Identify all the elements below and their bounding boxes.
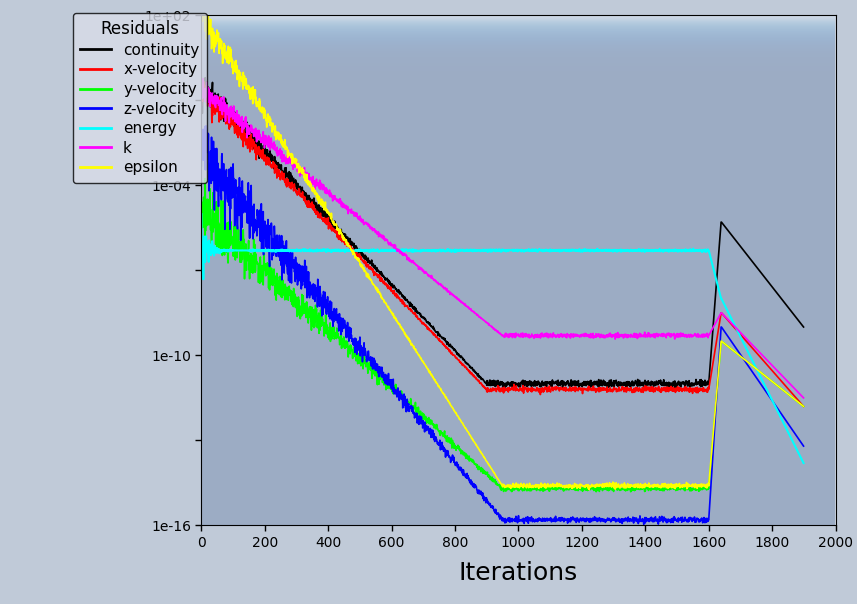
z-velocity: [435, 446, 446, 454]
continuity: [282, 171, 292, 178]
y-velocity: [435, 427, 446, 434]
y-velocity: [200, 175, 210, 182]
z-velocity: [196, 162, 207, 170]
continuity: [799, 323, 809, 330]
continuity: [196, 82, 207, 89]
Line: k: k: [201, 79, 804, 398]
continuity: [225, 111, 236, 118]
Line: energy: energy: [201, 214, 804, 463]
x-velocity: [225, 123, 236, 130]
y-velocity: [225, 242, 236, 249]
Line: continuity: continuity: [201, 78, 804, 388]
epsilon: [196, 13, 207, 21]
energy: [336, 247, 346, 254]
x-velocity: [337, 233, 347, 240]
epsilon: [799, 403, 809, 410]
epsilon: [332, 226, 342, 233]
Line: z-velocity: z-velocity: [201, 126, 804, 524]
k: [282, 155, 292, 162]
x-velocity: [799, 403, 809, 410]
y-velocity: [799, 403, 809, 410]
z-velocity: [637, 518, 647, 525]
y-velocity: [637, 486, 647, 493]
epsilon: [337, 231, 347, 238]
epsilon: [584, 486, 595, 493]
y-velocity: [332, 331, 342, 338]
X-axis label: Iterations: Iterations: [458, 561, 578, 585]
energy: [225, 246, 236, 254]
continuity: [332, 225, 342, 232]
k: [332, 196, 342, 203]
Legend: continuity, x-velocity, y-velocity, z-velocity, energy, k, epsilon: continuity, x-velocity, y-velocity, z-ve…: [73, 13, 207, 183]
epsilon: [196, 11, 207, 19]
z-velocity: [282, 266, 292, 273]
energy: [196, 211, 207, 218]
x-velocity: [282, 178, 292, 185]
x-velocity: [637, 387, 647, 394]
continuity: [200, 74, 210, 82]
energy: [332, 247, 342, 254]
k: [337, 203, 347, 210]
k: [225, 113, 236, 120]
z-velocity: [201, 122, 212, 129]
y-velocity: [337, 345, 347, 352]
continuity: [637, 381, 647, 388]
z-velocity: [799, 443, 809, 450]
x-velocity: [435, 338, 446, 345]
epsilon: [435, 385, 446, 393]
y-velocity: [282, 285, 292, 292]
x-velocity: [332, 234, 342, 241]
continuity: [670, 385, 680, 392]
Line: epsilon: epsilon: [201, 15, 804, 490]
continuity: [435, 332, 446, 339]
epsilon: [637, 482, 647, 489]
k: [198, 75, 208, 82]
z-velocity: [332, 312, 342, 319]
k: [637, 332, 647, 339]
x-velocity: [196, 101, 207, 109]
x-velocity: [199, 78, 209, 85]
epsilon: [282, 146, 292, 153]
y-velocity: [626, 488, 636, 495]
Line: y-velocity: y-velocity: [201, 179, 804, 492]
epsilon: [225, 58, 236, 65]
energy: [282, 246, 292, 254]
energy: [799, 460, 809, 467]
k: [196, 94, 207, 101]
k: [435, 281, 446, 288]
Line: x-velocity: x-velocity: [201, 82, 804, 406]
energy: [636, 247, 646, 254]
energy: [435, 246, 446, 254]
continuity: [337, 230, 347, 237]
k: [799, 394, 809, 402]
z-velocity: [225, 205, 236, 213]
y-velocity: [196, 211, 207, 218]
z-velocity: [638, 521, 649, 528]
z-velocity: [337, 315, 347, 322]
